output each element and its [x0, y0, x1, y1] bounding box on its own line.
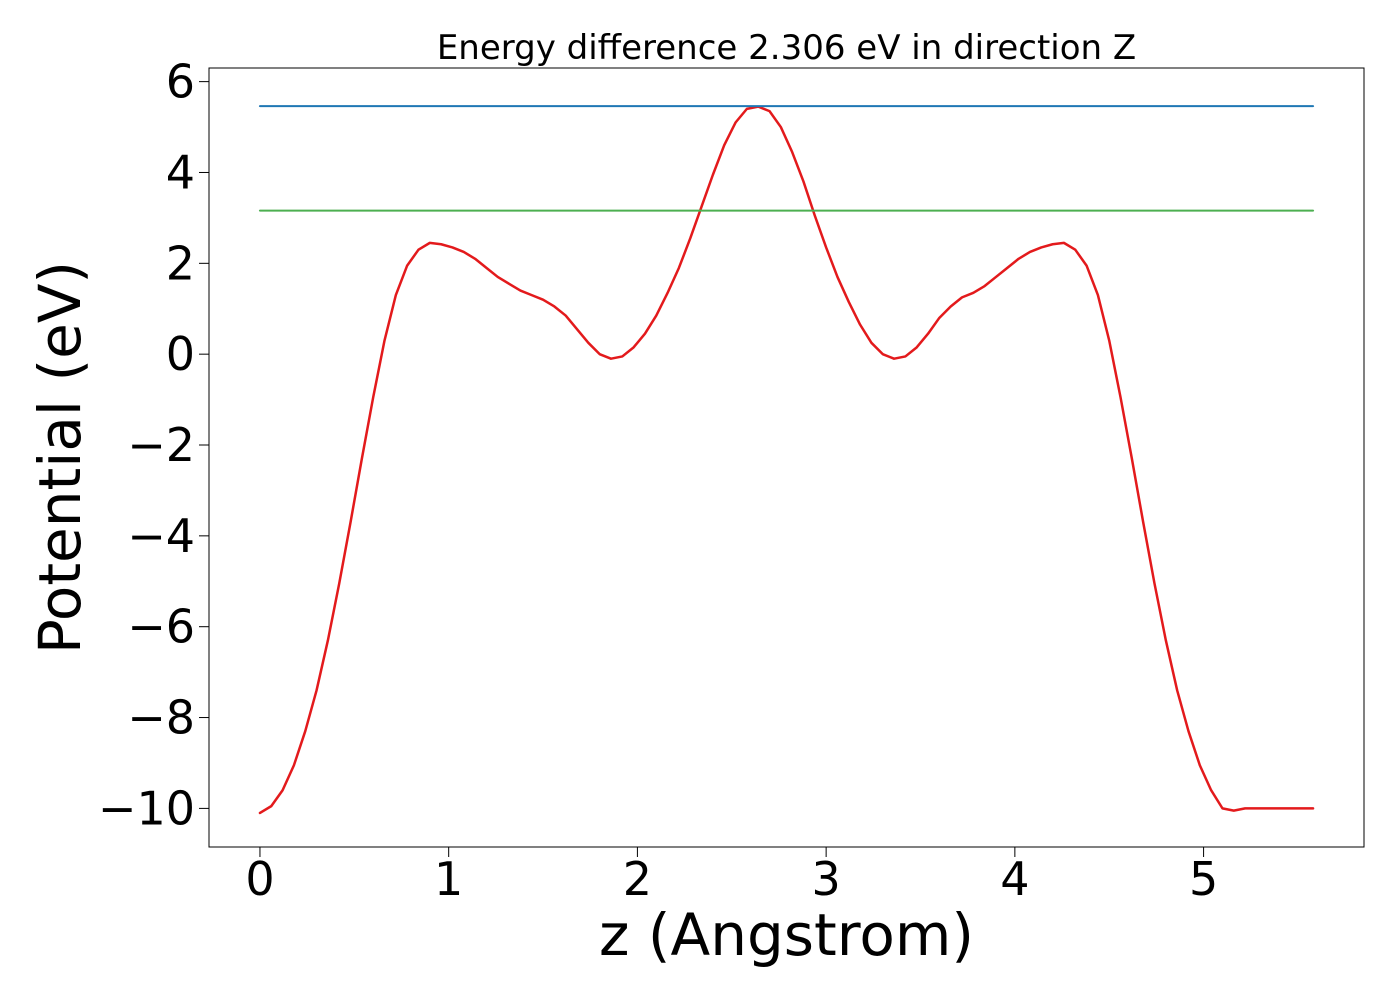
- y-axis-title: Potential (eV): [26, 261, 94, 654]
- y-tick-label: −4: [127, 509, 195, 563]
- x-tick-label: 4: [1000, 852, 1029, 906]
- x-tick-label: 1: [434, 852, 463, 906]
- chart-title: Energy difference 2.306 eV in direction …: [437, 28, 1136, 68]
- y-tick-label: −8: [127, 691, 195, 745]
- plot-area: [208, 67, 1365, 848]
- x-tick-label: 3: [811, 852, 840, 906]
- x-tick-label: 5: [1189, 852, 1218, 906]
- tick-group: 0 1 2 3 4 5 6 4 2 0 −2 −4 −6 −8 −10: [98, 55, 1218, 906]
- y-tick-label: −6: [127, 600, 195, 654]
- y-tick-label: 4: [166, 145, 195, 199]
- series-group: [258, 105, 1315, 815]
- y-tick-label: −2: [127, 418, 195, 472]
- plot-frame: [208, 67, 1365, 848]
- y-tick-label: −10: [98, 781, 195, 835]
- potential-curve: [258, 105, 1315, 815]
- x-tick-label: 0: [245, 852, 274, 906]
- y-tick-label: 0: [166, 327, 195, 381]
- y-tick-label: 2: [166, 236, 195, 290]
- x-tick-label: 2: [623, 852, 652, 906]
- x-axis-title: z (Angstrom): [599, 901, 974, 969]
- y-tick-label: 6: [166, 55, 195, 109]
